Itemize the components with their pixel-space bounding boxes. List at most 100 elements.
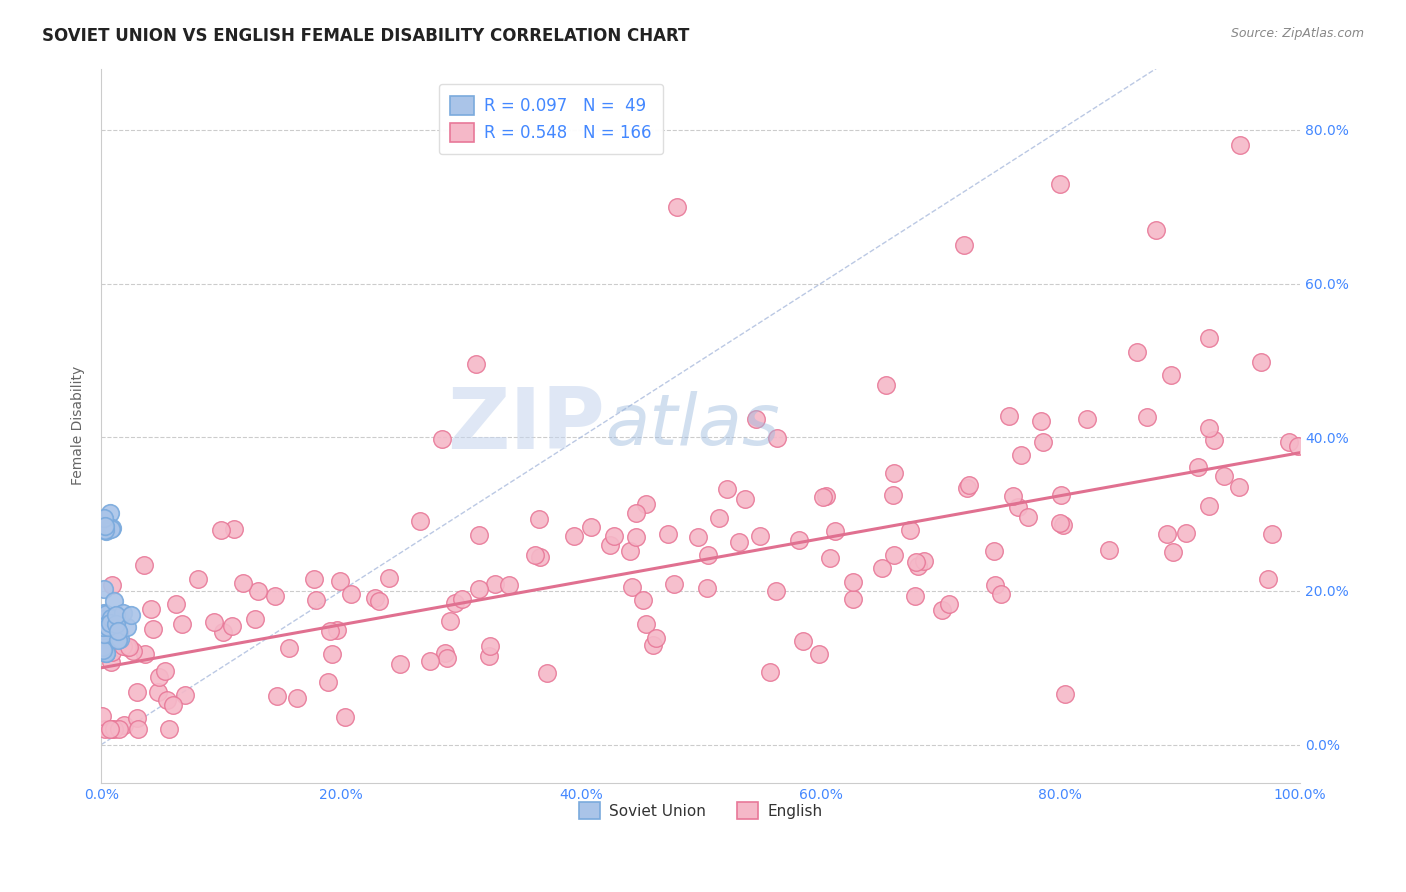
Point	[211, 624, 233, 639]
Point	[111, 606, 134, 620]
Point	[1010, 448, 1032, 462]
Point	[478, 639, 501, 653]
Point	[127, 723, 149, 737]
Point	[148, 670, 170, 684]
Point	[728, 534, 751, 549]
Point	[245, 612, 267, 626]
Point	[765, 583, 787, 598]
Point	[93, 626, 115, 640]
Point	[1098, 543, 1121, 558]
Point	[93, 618, 115, 632]
Point	[103, 723, 125, 737]
Point	[107, 624, 129, 638]
Point	[1256, 572, 1278, 586]
Point	[335, 710, 357, 724]
Point	[1052, 518, 1074, 533]
Point	[1156, 526, 1178, 541]
Point	[103, 594, 125, 608]
Point	[91, 612, 114, 626]
Point	[91, 640, 114, 654]
Point	[98, 507, 121, 521]
Point	[1017, 510, 1039, 524]
Point	[94, 632, 117, 647]
Point	[818, 550, 841, 565]
Point	[882, 488, 904, 502]
Point	[439, 615, 461, 629]
Point	[957, 477, 980, 491]
Point	[1286, 439, 1309, 453]
Point	[792, 634, 814, 648]
Point	[1160, 368, 1182, 383]
Point	[221, 619, 243, 633]
Point	[956, 481, 979, 495]
Point	[931, 603, 953, 617]
Point	[157, 722, 180, 736]
Point	[266, 689, 288, 703]
Point	[599, 538, 621, 552]
Point	[1175, 526, 1198, 541]
Point	[104, 617, 127, 632]
Point	[904, 589, 927, 603]
Point	[105, 607, 128, 622]
Point	[232, 576, 254, 591]
Point	[749, 529, 772, 543]
Point	[1260, 527, 1282, 541]
Point	[1202, 433, 1225, 447]
Point	[93, 511, 115, 525]
Point	[433, 646, 456, 660]
Point	[377, 571, 399, 585]
Text: Source: ZipAtlas.com: Source: ZipAtlas.com	[1230, 27, 1364, 40]
Point	[304, 572, 326, 586]
Point	[112, 639, 135, 653]
Point	[134, 647, 156, 661]
Point	[91, 632, 114, 646]
Point	[108, 723, 131, 737]
Point	[870, 561, 893, 575]
Point	[100, 522, 122, 536]
Point	[93, 617, 115, 632]
Point	[107, 609, 129, 624]
Point	[94, 523, 117, 537]
Point	[91, 620, 114, 634]
Point	[619, 544, 641, 558]
Point	[468, 582, 491, 597]
Point	[478, 648, 501, 663]
Point	[938, 597, 960, 611]
Point	[127, 711, 149, 725]
Point	[94, 614, 117, 628]
Point	[107, 625, 129, 640]
Point	[278, 640, 301, 655]
Point	[633, 593, 655, 607]
Point	[997, 409, 1019, 424]
Point	[904, 555, 927, 569]
Point	[620, 580, 643, 594]
Point	[624, 530, 647, 544]
Point	[319, 624, 342, 639]
Point	[808, 647, 831, 661]
Point	[97, 620, 120, 634]
Point	[340, 587, 363, 601]
Point	[811, 490, 834, 504]
Point	[94, 624, 117, 639]
Point	[132, 558, 155, 572]
Point	[912, 554, 935, 568]
Point	[484, 577, 506, 591]
Point	[165, 597, 187, 611]
Point	[883, 548, 905, 562]
Point	[1029, 414, 1052, 428]
Point	[898, 523, 921, 537]
Point	[202, 615, 225, 630]
Point	[744, 411, 766, 425]
Point	[100, 611, 122, 625]
Point	[96, 646, 118, 660]
Point	[1198, 421, 1220, 435]
Text: atlas: atlas	[605, 392, 779, 460]
Point	[1125, 344, 1147, 359]
Point	[94, 609, 117, 624]
Point	[94, 607, 117, 621]
Point	[139, 602, 162, 616]
Point	[498, 578, 520, 592]
Point	[842, 592, 865, 607]
Point	[91, 643, 114, 657]
Point	[316, 674, 339, 689]
